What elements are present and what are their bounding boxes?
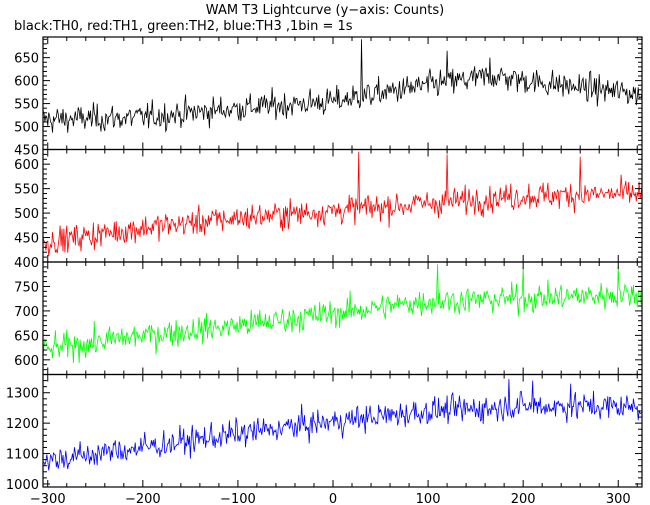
panel-frame-3 (42, 373, 643, 488)
y-tick-label-2-3: 750 (14, 280, 39, 295)
y-tick-label-3-3: 1300 (6, 387, 39, 402)
y-tick-label-0-3: 600 (14, 75, 39, 90)
chart-title: WAM T3 Lightcurve (y−axis: Counts) (205, 3, 445, 18)
x-tick-label-3: 0 (329, 492, 337, 505)
series-line-1 (43, 151, 642, 257)
y-tick-label-0-1: 500 (14, 121, 39, 136)
y-tick-label-1-1: 450 (14, 232, 39, 247)
x-tick-label-6: 300 (606, 492, 631, 505)
series-line-0 (43, 39, 642, 133)
y-tick-label-2-2: 700 (14, 305, 39, 320)
series-line-3 (43, 379, 642, 471)
y-tick-label-3-2: 1200 (6, 417, 39, 432)
y-tick-label-0-2: 550 (14, 98, 39, 113)
x-tick-label-2: −100 (220, 492, 256, 505)
y-tick-label-0-4: 650 (14, 52, 39, 67)
y-tick-label-1-3: 550 (14, 183, 39, 198)
y-tick-label-2-0: 600 (14, 354, 39, 369)
series-line-2 (43, 264, 642, 364)
panel-frame-1 (42, 148, 643, 263)
x-tick-label-0: −300 (30, 492, 66, 505)
y-tick-label-1-2: 500 (14, 207, 39, 222)
chart-subtitle: black:TH0, red:TH1, green:TH2, blue:TH3 … (14, 19, 353, 34)
y-tick-label-1-0: 400 (14, 256, 39, 271)
y-tick-label-3-0: 1000 (6, 478, 39, 493)
y-tick-label-0-0: 450 (14, 144, 39, 159)
x-tick-label-4: 100 (416, 492, 441, 505)
y-tick-label-1-4: 600 (14, 158, 39, 173)
y-tick-label-2-1: 650 (14, 329, 39, 344)
y-tick-label-3-1: 1100 (6, 448, 39, 463)
panel-frame-0 (42, 36, 643, 151)
x-tick-label-5: 200 (511, 492, 536, 505)
x-tick-label-1: −200 (125, 492, 161, 505)
